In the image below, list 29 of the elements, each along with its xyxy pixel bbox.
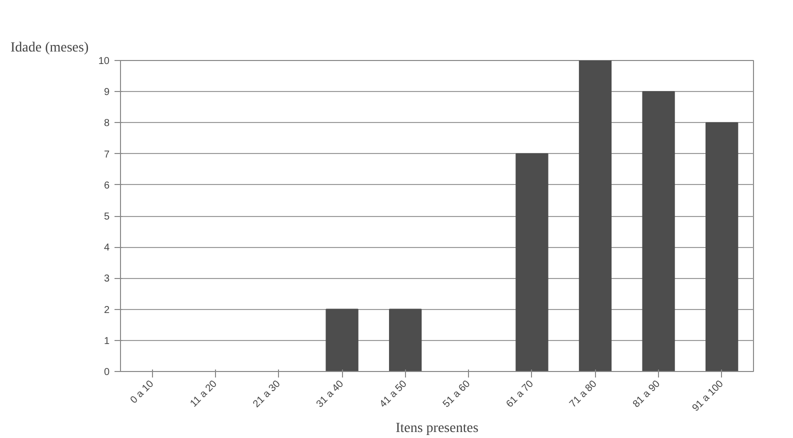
x-tick-label: 81 a 90 <box>631 378 663 410</box>
x-axis-title: Itens presentes <box>396 420 478 436</box>
bar <box>389 308 422 372</box>
x-tick-label: 31 a 40 <box>314 378 346 410</box>
bar <box>642 91 675 372</box>
y-tick-label: 8 <box>104 118 110 130</box>
x-tick-label: 51 a 60 <box>441 378 473 410</box>
y-tick-label: 4 <box>104 242 110 254</box>
x-tick-label: 11 a 20 <box>188 378 220 410</box>
x-tick-label: 21 a 30 <box>251 378 283 410</box>
y-axis-title: Idade (meses) <box>10 40 89 56</box>
x-tick-label: 91 a 100 <box>690 378 726 414</box>
bar <box>706 122 738 372</box>
y-tick-label: 2 <box>104 304 110 316</box>
y-tick-label: 3 <box>104 274 110 285</box>
x-tick-label: 71 a 80 <box>568 378 600 410</box>
y-tick-label: 0 <box>104 367 110 378</box>
y-tick-label: 10 <box>98 56 110 67</box>
y-tick-label: 5 <box>104 212 110 222</box>
x-tick-label: 61 a 70 <box>504 378 536 410</box>
bar <box>326 308 358 372</box>
y-tick-label: 7 <box>104 149 110 160</box>
y-tick-label: 6 <box>104 180 110 192</box>
x-tick-label: 0 a 10 <box>128 378 156 406</box>
bar <box>516 153 548 372</box>
bar <box>578 60 612 372</box>
x-tick-label: 41 a 50 <box>378 378 410 410</box>
y-tick-label: 9 <box>104 87 110 98</box>
y-tick-label: 1 <box>104 336 110 347</box>
